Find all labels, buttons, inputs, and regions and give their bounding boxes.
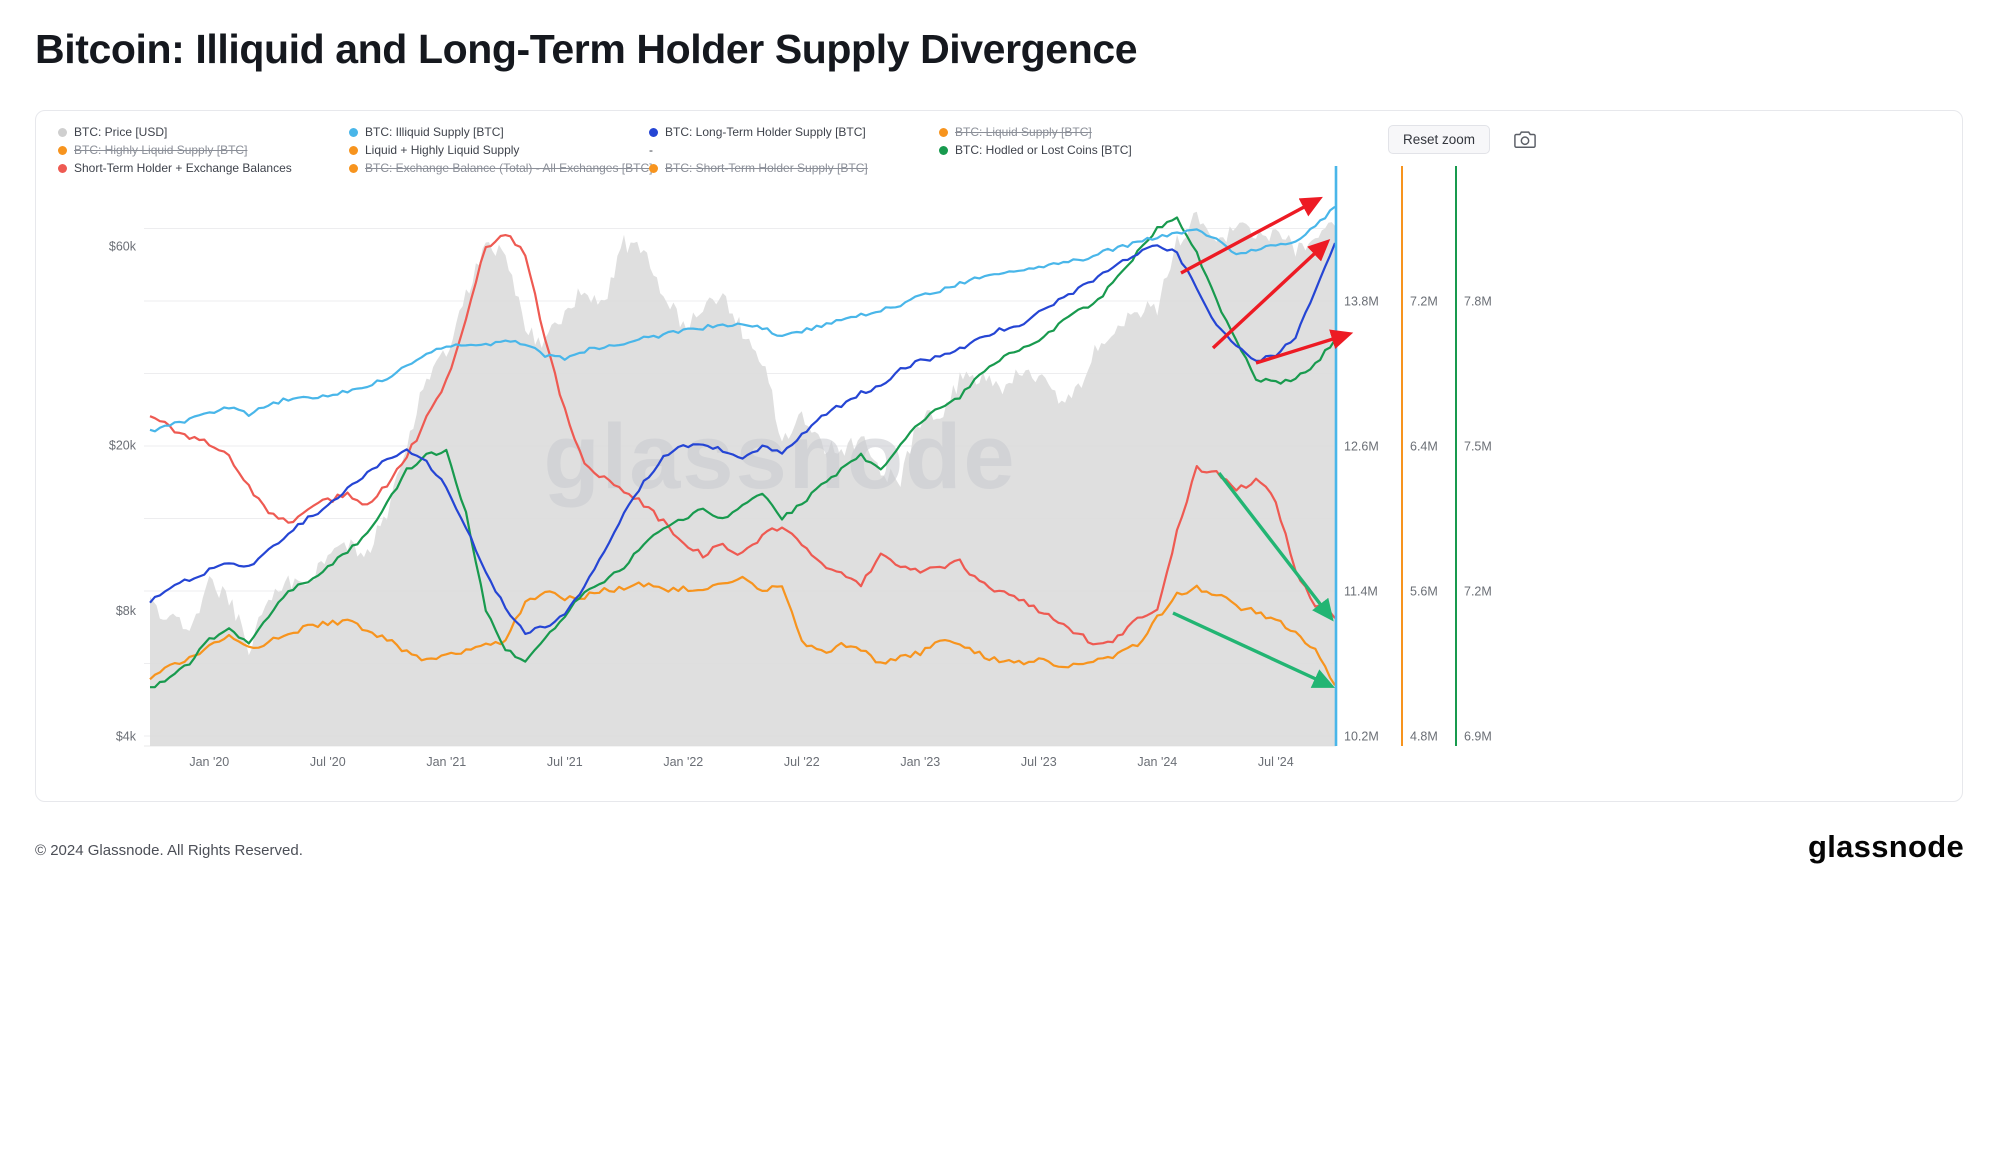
x-axis-label: Jan '24 xyxy=(1137,755,1177,769)
legend-label: BTC: Short-Term Holder Supply [BTC] xyxy=(665,161,868,175)
annotation-arrow xyxy=(1217,471,1334,622)
x-axis-label: Jan '20 xyxy=(189,755,229,769)
axis-tick-label-illiquid_axis: 13.8M xyxy=(1344,295,1379,309)
chart-toolbar: Reset zoom xyxy=(1388,125,1536,154)
annotation-arrow xyxy=(1255,329,1354,365)
axis-tick-label-liquid_axis: 4.8M xyxy=(1410,730,1438,744)
x-axis-label: Jul '24 xyxy=(1258,755,1294,769)
legend-marker-lth xyxy=(649,127,658,137)
series-line-lth xyxy=(149,242,1337,635)
x-axis-label: Jul '20 xyxy=(310,755,346,769)
axis-tick-label-hodl_axis: 7.5M xyxy=(1464,440,1492,454)
x-axis-label: Jul '22 xyxy=(784,755,820,769)
legend-label: BTC: Hodled or Lost Coins [BTC] xyxy=(955,143,1132,157)
axis-tick-label-hodl_axis: 7.8M xyxy=(1464,295,1492,309)
axis-tick-label-illiquid_axis: 11.4M xyxy=(1344,585,1378,599)
legend-marker-exchange-balance-total xyxy=(349,163,358,173)
legend-label: Liquid + Highly Liquid Supply xyxy=(365,143,520,157)
axis-tick-label-price_usd: $20k xyxy=(109,438,137,452)
annotation-arrow xyxy=(1172,611,1336,688)
axis-tick-label-price_usd: $8k xyxy=(116,604,137,618)
legend-marker-liquid_highly xyxy=(349,145,358,155)
legend-marker-liquid-supply xyxy=(939,127,948,137)
legend-label: Short-Term Holder + Exchange Balances xyxy=(74,161,292,175)
annotation-arrow xyxy=(1211,238,1331,350)
legend-label: BTC: Price [USD] xyxy=(74,125,168,139)
x-axis-label: Jul '21 xyxy=(547,755,583,769)
legend-item-sth-supply[interactable]: BTC: Short-Term Holder Supply [BTC] xyxy=(649,161,939,175)
series-line-sth_exchange xyxy=(149,234,1336,646)
legend-item-sth_exchange[interactable]: Short-Term Holder + Exchange Balances xyxy=(58,161,349,175)
legend-marker-sth-supply xyxy=(649,163,658,173)
legend-item-dash[interactable]: - xyxy=(649,143,939,157)
axis-tick-label-liquid_axis: 5.6M xyxy=(1410,585,1438,599)
series-line-illiquid xyxy=(149,205,1336,433)
legend-marker-price xyxy=(58,127,67,137)
legend-label: BTC: Illiquid Supply [BTC] xyxy=(365,125,504,139)
page-title: Bitcoin: Illiquid and Long-Term Holder S… xyxy=(35,26,1138,72)
x-axis-label: Jan '21 xyxy=(426,755,466,769)
x-axis-label: Jan '22 xyxy=(663,755,703,769)
reset-zoom-button[interactable]: Reset zoom xyxy=(1388,125,1491,154)
x-axis-label: Jul '23 xyxy=(1021,755,1057,769)
axis-tick-label-price_usd: $60k xyxy=(109,240,137,254)
series-line-liquid_highly xyxy=(149,575,1336,686)
legend-item-exchange-balance-total[interactable]: BTC: Exchange Balance (Total) - All Exch… xyxy=(349,161,653,175)
legend-item-liquid-supply[interactable]: BTC: Liquid Supply [BTC] xyxy=(939,125,1132,139)
legend-item-liquid_highly[interactable]: Liquid + Highly Liquid Supply xyxy=(349,143,649,157)
legend-marker-sth_exchange xyxy=(58,163,67,173)
supply-divergence-chart: glassnode $60k $20k $8k $4k 13.8M 12.6M 11.4M 10… xyxy=(109,166,1492,769)
legend-marker-illiquid xyxy=(349,127,358,137)
x-axis-label: Jan '23 xyxy=(900,755,940,769)
axis-tick-label-illiquid_axis: 12.6M xyxy=(1344,440,1379,454)
chart-plot[interactable]: glassnode $60k $20k $8k $4k 13.8M 12.6M 11.4M 10… xyxy=(36,166,1956,798)
axis-tick-label-liquid_axis: 6.4M xyxy=(1410,440,1438,454)
legend-label: BTC: Liquid Supply [BTC] xyxy=(955,125,1092,139)
legend-item-illiquid[interactable]: BTC: Illiquid Supply [BTC] xyxy=(349,125,649,139)
axis-tick-label-hodl_axis: 7.2M xyxy=(1464,585,1492,599)
legend-label: BTC: Exchange Balance (Total) - All Exch… xyxy=(365,161,653,175)
axis-tick-label-price_usd: $4k xyxy=(116,730,137,744)
legend-item-lth[interactable]: BTC: Long-Term Holder Supply [BTC] xyxy=(649,125,939,139)
annotation-arrow xyxy=(1180,196,1323,275)
series-line-hodled xyxy=(149,216,1336,689)
legend-item-hodled[interactable]: BTC: Hodled or Lost Coins [BTC] xyxy=(939,143,1132,157)
glassnode-logo: glassnode xyxy=(1807,829,1964,864)
axis-tick-label-illiquid_axis: 10.2M xyxy=(1344,730,1379,744)
legend-label: BTC: Long-Term Holder Supply [BTC] xyxy=(665,125,866,139)
legend-label: BTC: Highly Liquid Supply [BTC] xyxy=(74,143,248,157)
legend: BTC: Price [USD] BTC: Illiquid Supply [BT… xyxy=(58,123,1132,177)
legend-item-price[interactable]: BTC: Price [USD] xyxy=(58,125,349,139)
footer-copyright: © 2024 Glassnode. All Rights Reserved. xyxy=(35,842,303,859)
legend-marker-hodled xyxy=(939,145,948,155)
legend-label: - xyxy=(649,143,653,157)
watermark: glassnode xyxy=(543,406,1016,508)
camera-icon xyxy=(1514,131,1536,149)
axis-tick-label-hodl_axis: 6.9M xyxy=(1464,730,1492,744)
axis-tick-label-liquid_axis: 7.2M xyxy=(1410,295,1438,309)
legend-marker-highly-liquid-supply xyxy=(58,145,67,155)
chart-card: BTC: Price [USD] BTC: Illiquid Supply [BT… xyxy=(35,110,1963,802)
legend-item-highly-liquid-supply[interactable]: BTC: Highly Liquid Supply [BTC] xyxy=(58,143,349,157)
export-image-button[interactable] xyxy=(1514,130,1536,149)
